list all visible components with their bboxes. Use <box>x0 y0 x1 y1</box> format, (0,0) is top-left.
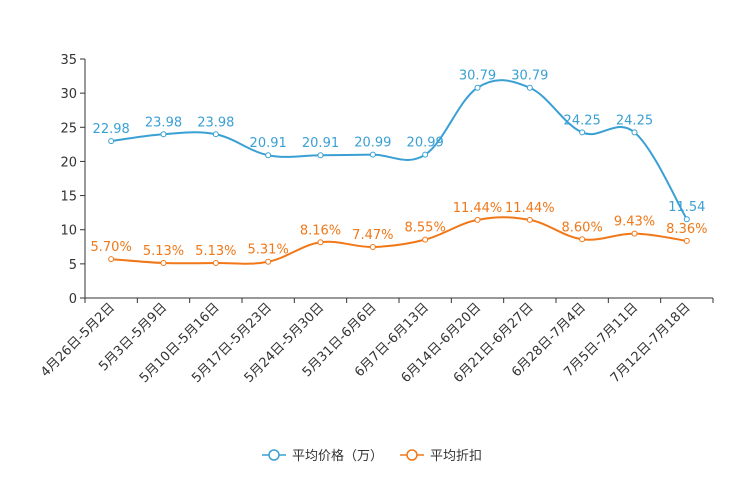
data-point[interactable] <box>422 151 429 158</box>
data-point[interactable] <box>265 258 272 265</box>
data-point[interactable] <box>369 151 376 158</box>
y-tick-label: 5 <box>69 258 77 273</box>
y-tick-label: 20 <box>60 155 77 170</box>
data-point[interactable] <box>474 216 481 223</box>
data-point[interactable] <box>265 152 272 159</box>
legend[interactable]: 平均价格（万） 平均折扣 <box>262 448 482 464</box>
data-point[interactable] <box>160 259 167 266</box>
data-point[interactable] <box>108 138 115 145</box>
y-tick-label: 35 <box>60 53 77 68</box>
legend-item-1[interactable]: 平均折扣 <box>400 449 482 464</box>
data-label: 5.13% <box>195 244 236 259</box>
y-tick-label: 0 <box>69 292 77 307</box>
legend-marker <box>406 449 418 461</box>
data-point[interactable] <box>212 259 219 266</box>
data-label: 20.99 <box>354 136 391 151</box>
data-label: 8.16% <box>300 223 341 238</box>
data-label: 20.91 <box>302 136 339 151</box>
data-point[interactable] <box>631 129 638 136</box>
data-label: 20.99 <box>407 136 444 151</box>
data-point[interactable] <box>579 129 586 136</box>
series-line-1 <box>111 216 687 265</box>
data-label: 11.44% <box>505 201 555 216</box>
data-label: 9.43% <box>614 215 655 230</box>
data-point[interactable] <box>317 152 324 159</box>
legend-marker <box>268 449 280 461</box>
data-labels: 22.98 23.98 23.98 20.91 20.91 20.99 20.99 30.79… <box>91 69 708 259</box>
legend-label: 平均价格（万） <box>292 448 383 464</box>
data-label: 23.98 <box>145 115 182 130</box>
data-point[interactable] <box>683 237 690 244</box>
data-label: 11.44% <box>453 201 503 216</box>
data-label: 24.25 <box>564 113 601 128</box>
data-point[interactable] <box>108 256 115 263</box>
data-label: 11.54 <box>668 200 705 215</box>
data-point[interactable] <box>474 84 481 91</box>
data-label: 30.79 <box>459 69 496 84</box>
data-point[interactable] <box>683 216 690 223</box>
axes: 051015202530354月26日-5月2日5月3日-5月9日5月10日-5… <box>38 53 714 386</box>
y-tick-label: 10 <box>60 224 77 239</box>
data-label: 8.55% <box>405 221 446 236</box>
data-label: 5.13% <box>143 244 184 259</box>
data-label: 30.79 <box>511 69 548 84</box>
data-label: 8.60% <box>562 220 603 235</box>
y-tick-label: 30 <box>60 87 77 102</box>
data-point[interactable] <box>317 239 324 246</box>
data-label: 23.98 <box>197 115 234 130</box>
legend-item-0[interactable]: 平均价格（万） <box>262 448 383 464</box>
data-point[interactable] <box>526 84 533 91</box>
data-point[interactable] <box>422 236 429 243</box>
data-label: 22.98 <box>93 122 130 137</box>
legend-label: 平均折扣 <box>430 449 482 464</box>
data-point[interactable] <box>631 230 638 237</box>
y-tick-label: 15 <box>60 190 77 205</box>
data-label: 24.25 <box>616 113 653 128</box>
data-label: 8.36% <box>666 222 707 237</box>
data-point[interactable] <box>579 236 586 243</box>
data-point[interactable] <box>160 131 167 138</box>
series-line-0 <box>111 79 688 220</box>
data-label: 5.70% <box>91 240 132 255</box>
y-tick-label: 25 <box>60 121 77 136</box>
data-point[interactable] <box>369 243 376 250</box>
data-label: 5.31% <box>248 243 289 258</box>
data-label: 20.91 <box>250 136 287 151</box>
data-point[interactable] <box>212 131 219 138</box>
series-lines <box>108 79 690 266</box>
data-point[interactable] <box>526 216 533 223</box>
data-label: 7.47% <box>352 228 393 243</box>
